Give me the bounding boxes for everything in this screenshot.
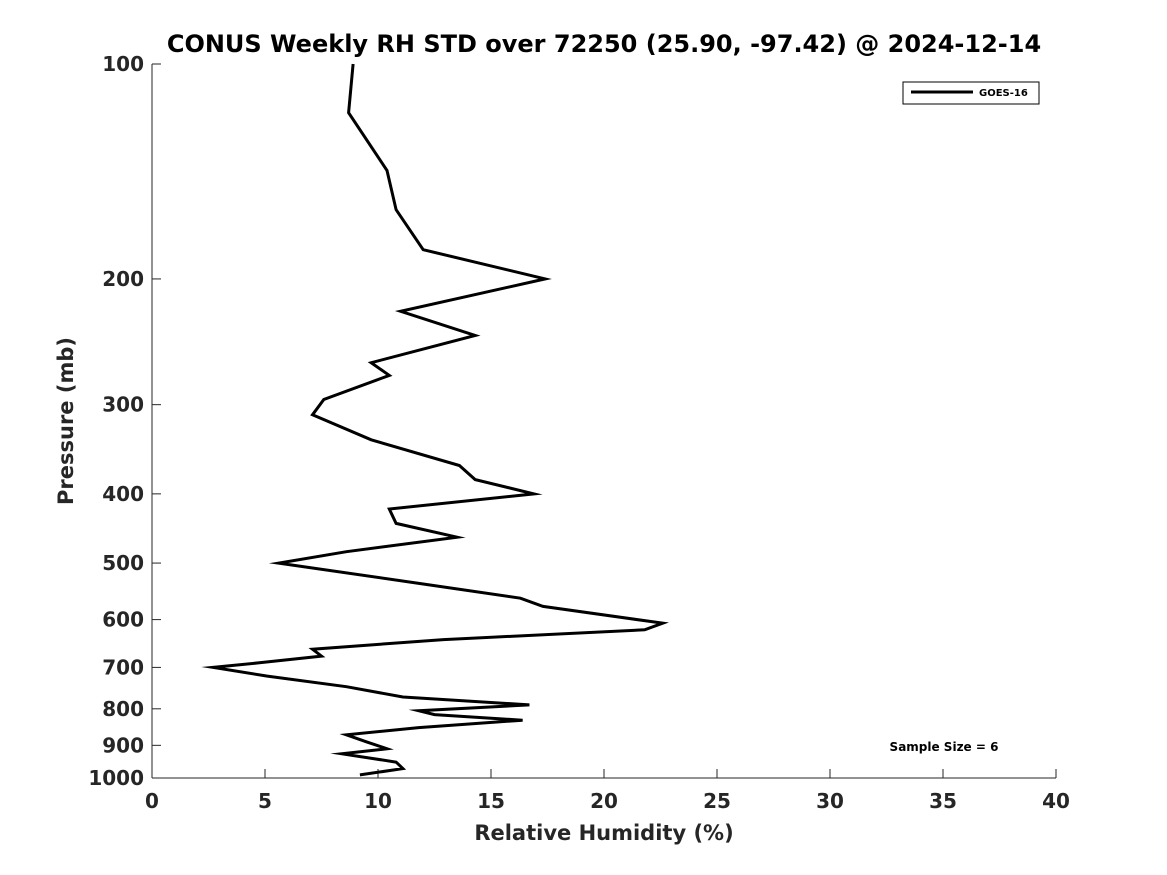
y-tick-label: 900 — [102, 733, 144, 757]
y-tick-label: 700 — [102, 655, 144, 679]
y-tick-label: 800 — [102, 697, 144, 721]
legend-entry-goes-16: GOES-16 — [979, 88, 1028, 99]
x-tick-label: 35 — [929, 789, 957, 813]
chart-title: CONUS Weekly RH STD over 72250 (25.90, -… — [167, 30, 1041, 58]
x-tick-label: 10 — [364, 789, 392, 813]
series-layer — [201, 63, 669, 777]
plot-area — [152, 64, 1056, 778]
x-tick-label: 5 — [258, 789, 272, 813]
x-axis-ticks: 0 5 10 15 20 25 30 35 40 — [145, 769, 1070, 813]
x-tick-label: 0 — [145, 789, 159, 813]
y-tick-label: 200 — [102, 267, 144, 291]
y-tick-label: 400 — [102, 482, 144, 506]
y-tick-label: 100 — [102, 52, 144, 76]
x-tick-label: 25 — [703, 789, 731, 813]
x-tick-label: 20 — [590, 789, 618, 813]
x-axis-label: Relative Humidity (%) — [474, 821, 733, 845]
x-tick-label: 40 — [1042, 789, 1070, 813]
y-axis-ticks: 100 200 300 400 500 600 700 800 900 1000 — [88, 52, 161, 790]
x-tick-label: 15 — [477, 789, 505, 813]
y-tick-label: 500 — [102, 551, 144, 575]
y-axis-label: Pressure (mb) — [54, 337, 78, 505]
y-tick-label: 1000 — [88, 766, 144, 790]
y-tick-label: 300 — [102, 393, 144, 417]
legend: GOES-16 — [902, 81, 1040, 105]
y-tick-label: 600 — [102, 608, 144, 632]
series-vertices-goes-16 — [212, 63, 663, 775]
x-tick-label: 30 — [816, 789, 844, 813]
series-line-goes-16 — [201, 63, 669, 777]
sample-size-annotation: Sample Size = 6 — [890, 740, 999, 754]
